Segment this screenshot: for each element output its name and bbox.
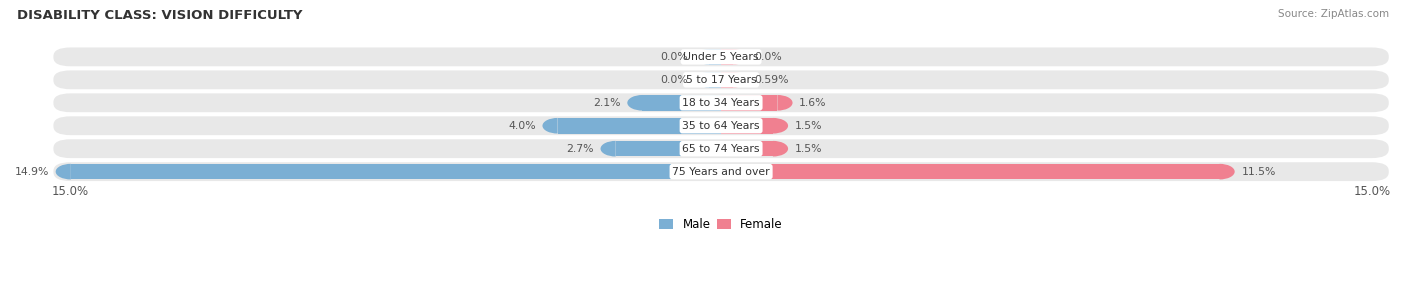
Wedge shape	[1219, 164, 1234, 179]
Bar	[721, 72, 733, 88]
Text: Under 5 Years: Under 5 Years	[683, 52, 759, 62]
Wedge shape	[695, 49, 710, 65]
Text: 1.6%: 1.6%	[799, 98, 827, 108]
FancyBboxPatch shape	[53, 116, 1389, 135]
Text: 65 to 74 Years: 65 to 74 Years	[682, 144, 759, 154]
Text: 35 to 64 Years: 35 to 64 Years	[682, 121, 759, 131]
Wedge shape	[733, 49, 748, 65]
Text: 11.5%: 11.5%	[1241, 167, 1275, 177]
Wedge shape	[56, 164, 70, 179]
Text: 75 Years and over: 75 Years and over	[672, 167, 770, 177]
Text: 1.5%: 1.5%	[794, 121, 823, 131]
Wedge shape	[600, 141, 616, 157]
Text: 15.0%: 15.0%	[1354, 185, 1391, 198]
Text: 0.0%: 0.0%	[659, 75, 688, 85]
Bar	[558, 118, 721, 133]
Text: 18 to 34 Years: 18 to 34 Years	[682, 98, 759, 108]
Wedge shape	[778, 95, 793, 111]
Wedge shape	[773, 141, 789, 157]
FancyBboxPatch shape	[53, 139, 1389, 158]
Bar	[721, 95, 778, 111]
Text: 2.7%: 2.7%	[567, 144, 593, 154]
Bar	[710, 72, 721, 88]
Text: 2.1%: 2.1%	[593, 98, 620, 108]
Bar	[721, 49, 733, 65]
Text: Source: ZipAtlas.com: Source: ZipAtlas.com	[1278, 9, 1389, 19]
Text: 4.0%: 4.0%	[508, 121, 536, 131]
Bar	[616, 141, 721, 157]
Bar	[70, 164, 721, 179]
Legend: Male, Female: Male, Female	[655, 213, 787, 236]
Bar	[710, 49, 721, 65]
Text: 14.9%: 14.9%	[14, 167, 49, 177]
Wedge shape	[773, 118, 789, 133]
Bar	[643, 95, 721, 111]
Text: 5 to 17 Years: 5 to 17 Years	[686, 75, 756, 85]
Text: 15.0%: 15.0%	[51, 185, 89, 198]
FancyBboxPatch shape	[53, 47, 1389, 66]
Bar	[721, 164, 1219, 179]
Wedge shape	[543, 118, 558, 133]
Wedge shape	[627, 95, 643, 111]
FancyBboxPatch shape	[53, 71, 1389, 89]
Text: 0.59%: 0.59%	[755, 75, 789, 85]
FancyBboxPatch shape	[53, 162, 1389, 181]
Text: 0.0%: 0.0%	[659, 52, 688, 62]
Text: 0.0%: 0.0%	[755, 52, 782, 62]
Text: DISABILITY CLASS: VISION DIFFICULTY: DISABILITY CLASS: VISION DIFFICULTY	[17, 9, 302, 22]
Wedge shape	[695, 72, 710, 88]
Bar	[721, 141, 773, 157]
Wedge shape	[733, 72, 748, 88]
Text: 1.5%: 1.5%	[794, 144, 823, 154]
Bar	[721, 118, 773, 133]
FancyBboxPatch shape	[53, 93, 1389, 112]
